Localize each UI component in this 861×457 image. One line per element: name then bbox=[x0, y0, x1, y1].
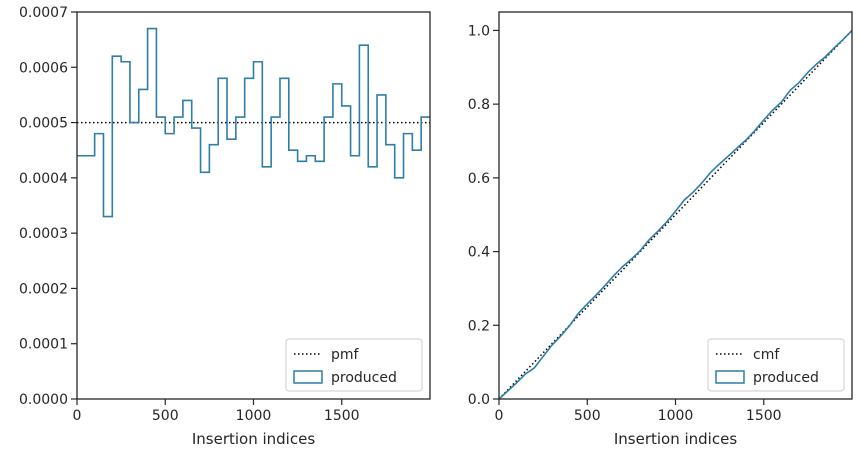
y-tick-label: 0.0001 bbox=[19, 337, 68, 353]
legend-label-pmf: pmf bbox=[331, 347, 360, 363]
x-tick-label: 500 bbox=[574, 408, 601, 424]
legend-swatch-produced bbox=[715, 370, 745, 384]
legend-label-produced: produced bbox=[331, 370, 397, 386]
legend-label-produced: produced bbox=[753, 370, 819, 386]
y-tick-label: 0.0007 bbox=[19, 5, 68, 21]
x-tick-label: 500 bbox=[152, 408, 179, 424]
legend-box bbox=[285, 338, 423, 392]
x-tick-label: 1000 bbox=[658, 408, 694, 424]
y-tick-label: 0.4 bbox=[468, 245, 490, 261]
y-tick-label: 0.6 bbox=[468, 171, 490, 187]
legend-box bbox=[707, 338, 845, 392]
y-tick-label: 0.0002 bbox=[19, 281, 68, 297]
x-tick-label: 1500 bbox=[746, 408, 782, 424]
series-line-produced bbox=[77, 27, 430, 218]
x-tick-label: 0 bbox=[495, 408, 504, 424]
legend-label-cmf: cmf bbox=[753, 347, 780, 363]
series-line-cmf bbox=[498, 29, 853, 400]
y-tick-label: 0.0005 bbox=[19, 116, 68, 132]
legend: pmf produced bbox=[285, 338, 423, 392]
y-tick-label: 0.8 bbox=[468, 97, 490, 113]
y-tick-label: 0.0003 bbox=[19, 226, 68, 242]
x-tick-label: 0 bbox=[73, 408, 82, 424]
x-tick-label: 1500 bbox=[324, 408, 360, 424]
y-tick-label: 1.0 bbox=[468, 23, 490, 39]
y-tick-label: 0.0004 bbox=[19, 171, 68, 187]
x-axis-title: Insertion indices bbox=[614, 430, 737, 448]
legend: cmf produced bbox=[707, 338, 845, 392]
pmf-chart-panel: 0 500 1000 1500 0.0000 0.0001 0.0002 0.0003 0.00… bbox=[19, 5, 431, 448]
x-tick-label: 1000 bbox=[236, 408, 272, 424]
y-tick-label: 0.0006 bbox=[19, 60, 68, 76]
legend-swatch-produced bbox=[293, 370, 323, 384]
y-tick-label: 0.2 bbox=[468, 318, 490, 334]
y-tick-label: 0.0000 bbox=[19, 392, 68, 408]
x-axis-title: Insertion indices bbox=[192, 430, 315, 448]
series-line-produced bbox=[498, 29, 853, 400]
cmf-chart-panel: 0 500 1000 1500 0.0 0.2 0.4 0.6 0.8 1.0 Insertion … bbox=[468, 11, 853, 448]
y-tick-label: 0.0 bbox=[468, 392, 490, 408]
